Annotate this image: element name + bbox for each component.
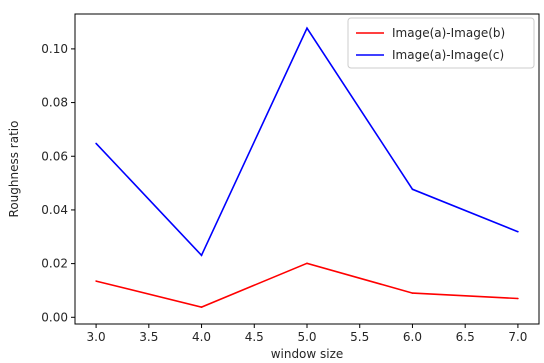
series-2-point: [200, 254, 203, 257]
series-lines: [95, 26, 519, 308]
y-axis-ticks: 0.00 0.02 0.04 0.06 0.08 0.10: [41, 42, 75, 324]
legend-label-series-2: Image(a)-Image(c): [392, 48, 504, 62]
series-1-point: [517, 297, 519, 300]
y-axis-label: Roughness ratio: [7, 121, 21, 218]
x-tick-label: 3.0: [87, 330, 106, 344]
series-2-point: [95, 142, 97, 145]
series-1-point: [200, 306, 203, 308]
y-tick-label: 0.08: [41, 96, 68, 110]
legend: Image(a)-Image(b) Image(a)-Image(c): [347, 17, 535, 69]
x-tick-label: 3.5: [139, 330, 158, 344]
series-2-point: [517, 230, 519, 233]
y-tick-label: 0.02: [41, 257, 68, 271]
x-tick-label: 6.0: [403, 330, 422, 344]
series-1-point: [411, 292, 414, 294]
series-2-point: [306, 27, 308, 30]
y-tick-label: 0.04: [41, 203, 68, 217]
y-tick-label: 0.00: [41, 310, 68, 324]
y-tick-label: 0.10: [41, 42, 68, 56]
x-tick-label: 4.5: [245, 330, 264, 344]
x-tick-label: 4.0: [192, 330, 211, 344]
series-2-point: [411, 188, 414, 191]
x-tick-label: 6.5: [456, 330, 475, 344]
x-axis-label: window size: [271, 347, 344, 361]
series-1-point: [95, 280, 97, 282]
x-axis-ticks: 3.0 3.5 4.0 4.5 5.0 5.5 6.0 6.5 7.0: [87, 324, 527, 344]
x-tick-label: 5.0: [297, 330, 316, 344]
x-tick-label: 7.0: [508, 330, 527, 344]
legend-label-series-1: Image(a)-Image(b): [392, 26, 505, 40]
legend-box: [347, 17, 535, 69]
y-tick-label: 0.06: [41, 149, 68, 163]
x-tick-label: 5.5: [350, 330, 369, 344]
series-1-point: [306, 262, 308, 265]
